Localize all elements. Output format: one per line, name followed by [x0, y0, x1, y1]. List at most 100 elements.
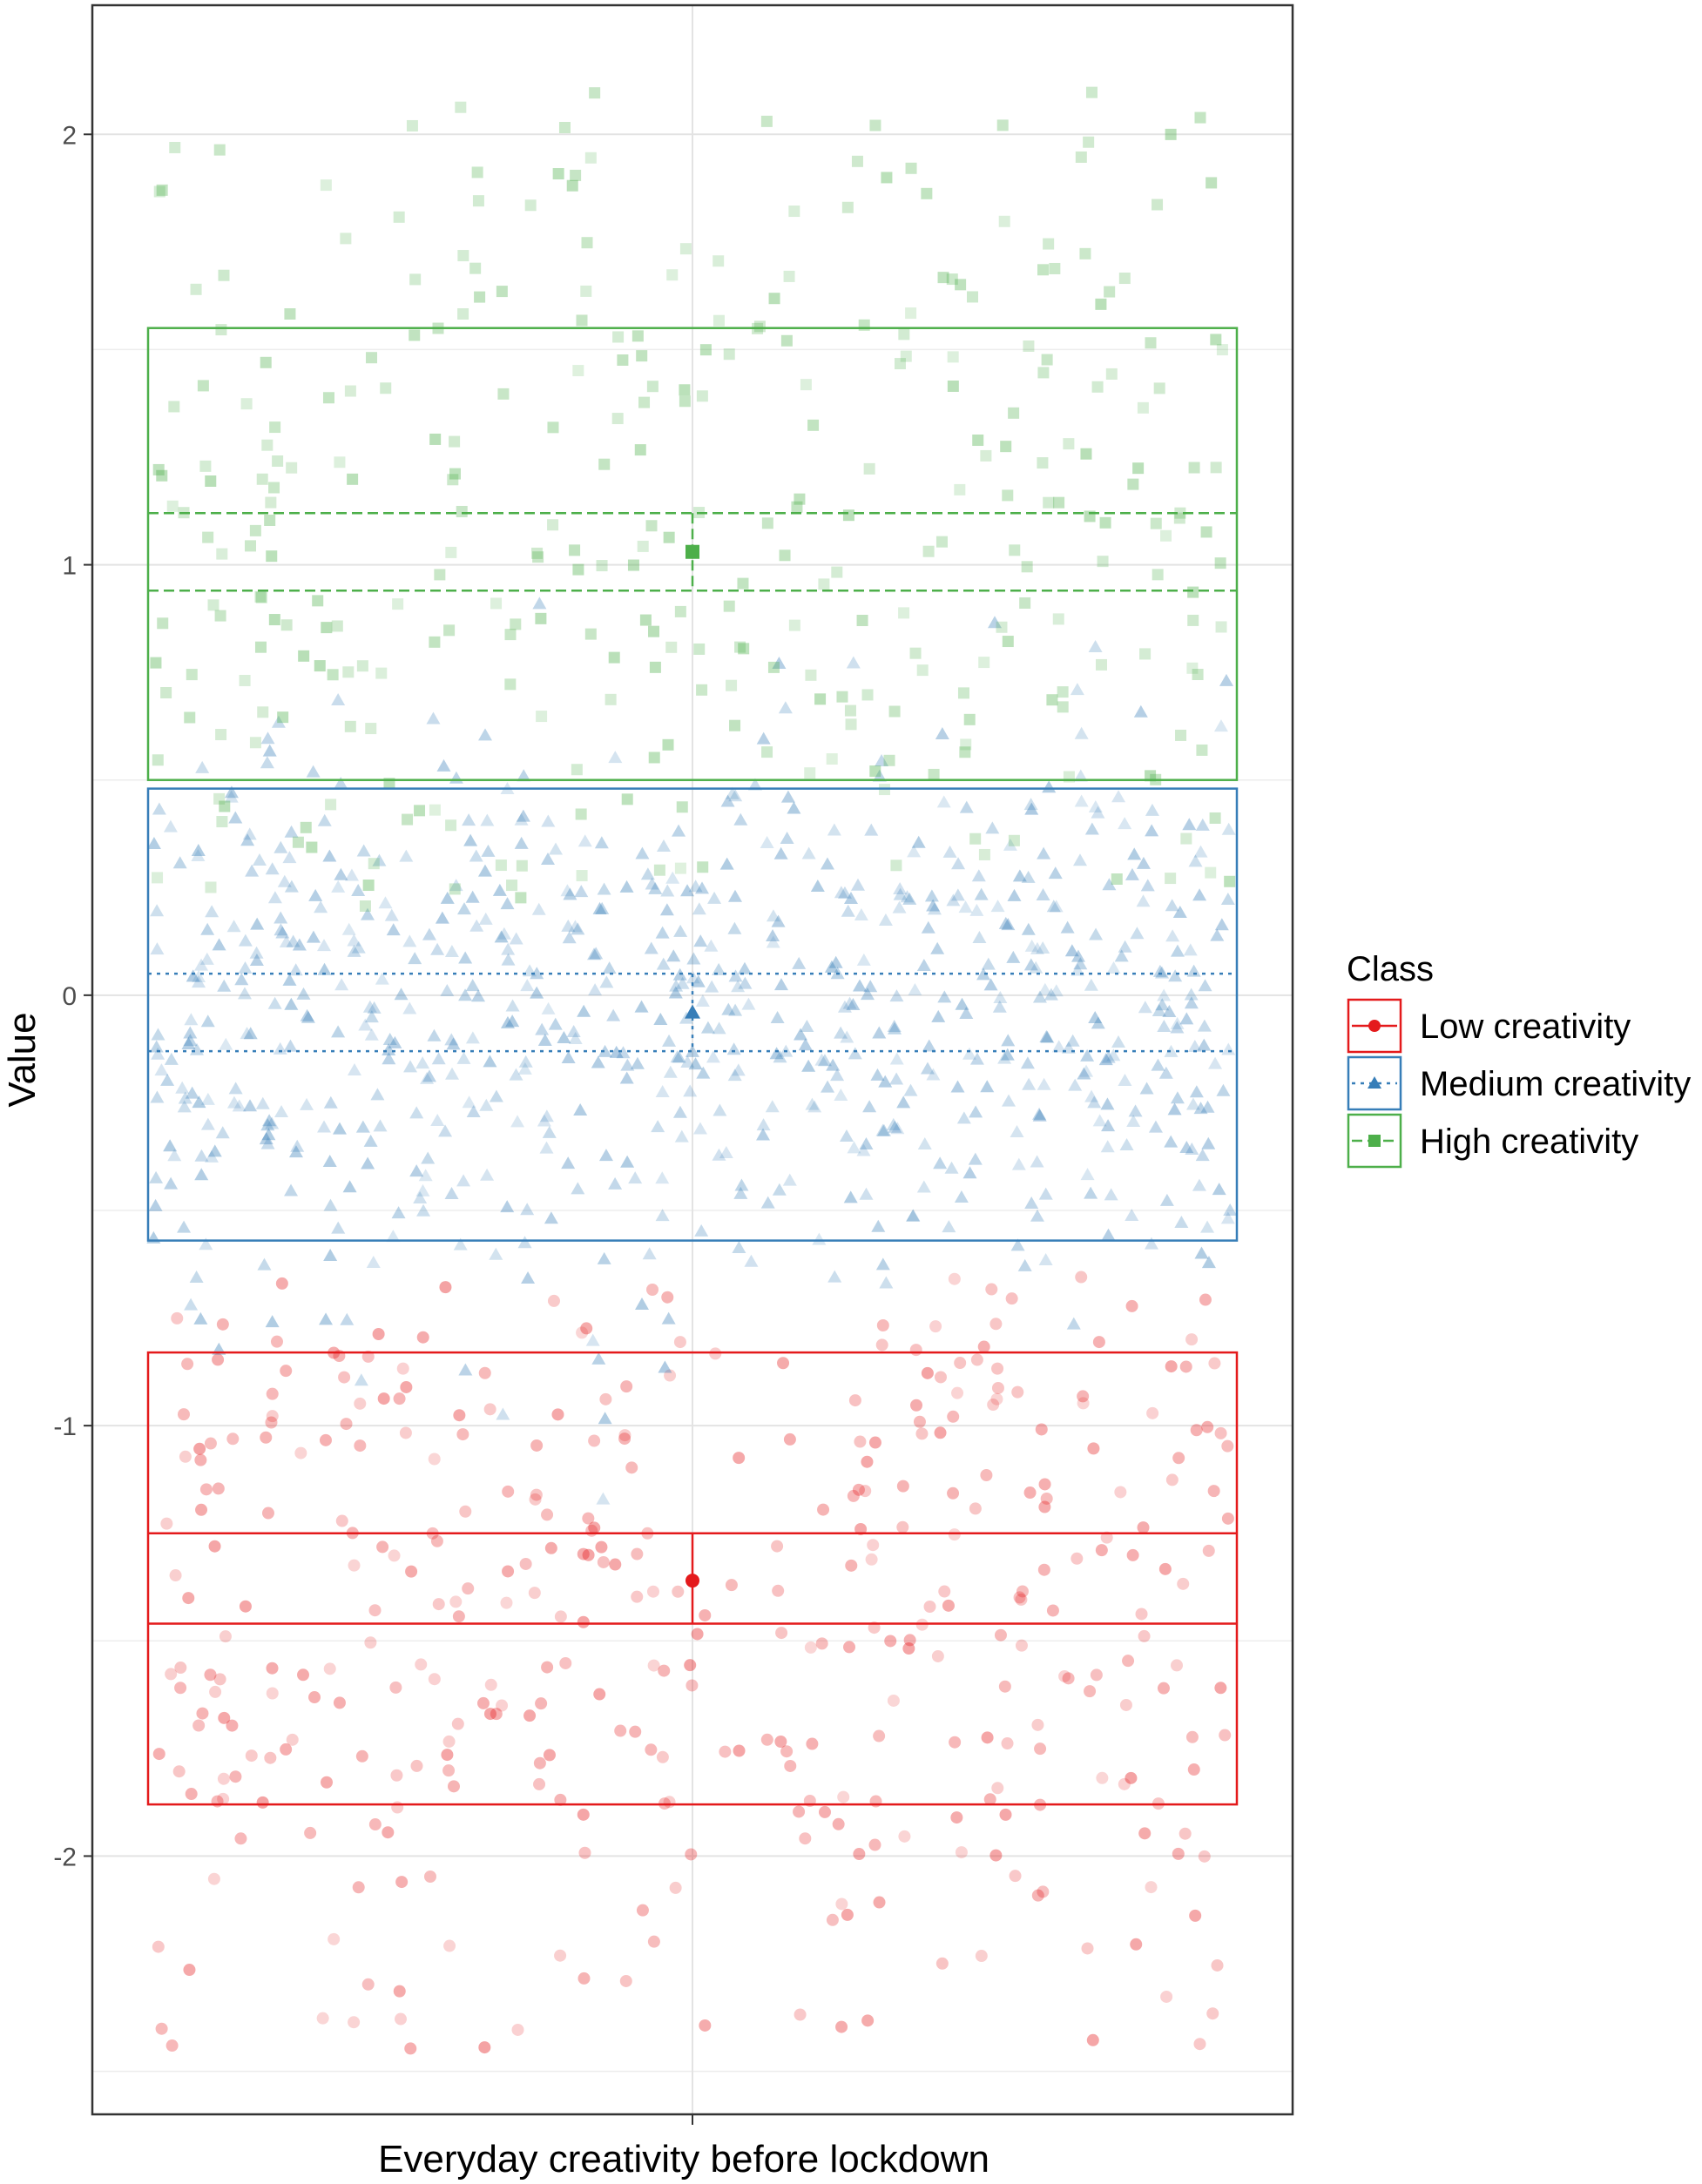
high-creativity-point [1200, 526, 1212, 538]
high-creativity-point [1132, 462, 1145, 475]
medium-creativity-point [540, 853, 555, 866]
high-creativity-point [963, 713, 976, 725]
medium-creativity-point [1214, 918, 1229, 931]
medium-creativity-point [1216, 1083, 1231, 1096]
medium-creativity-point [766, 909, 780, 922]
medium-creativity-point [444, 1187, 459, 1200]
medium-creativity-point [322, 1155, 337, 1168]
low-creativity-point [559, 1656, 572, 1669]
medium-creativity-point [274, 923, 288, 936]
medium-creativity-point [255, 1096, 270, 1109]
medium-creativity-point [367, 1001, 382, 1014]
low-creativity-point [1198, 1850, 1211, 1863]
medium-creativity-point [597, 1251, 611, 1264]
medium-creativity-point [183, 1034, 198, 1047]
medium-creativity-point [340, 1312, 355, 1325]
medium-creativity-point [1101, 1050, 1116, 1063]
low-creativity-point [947, 1410, 960, 1423]
low-creativity-point [619, 1974, 632, 1987]
medium-creativity-point [284, 825, 299, 838]
high-creativity-point [1187, 586, 1199, 598]
high-creativity-point [393, 211, 405, 223]
medium-creativity-point [422, 927, 436, 940]
low-creativity-point [686, 1679, 699, 1692]
low-creativity-point [348, 2016, 361, 2029]
medium-creativity-point [992, 1000, 1007, 1013]
high-creativity-point [604, 693, 617, 705]
high-creativity-point [199, 460, 212, 472]
high-creativity-point [576, 870, 588, 882]
medium-creativity-point [670, 1050, 685, 1063]
high-creativity-point [166, 500, 179, 512]
medium-creativity-point [1208, 1056, 1223, 1069]
high-creativity-point [1209, 812, 1221, 824]
medium-creativity-point [500, 1015, 515, 1028]
low-creativity-point [645, 1743, 658, 1756]
medium-creativity-point [1002, 1094, 1016, 1107]
low-creativity-point [399, 1426, 412, 1439]
medium-creativity-point [351, 883, 366, 896]
medium-creativity-point [591, 1055, 605, 1068]
high-creativity-point [665, 641, 678, 653]
medium-creativity-point [1070, 683, 1084, 696]
medium-creativity-point [154, 1063, 169, 1076]
medium-creativity-point [445, 1067, 460, 1080]
medium-creativity-point [438, 1124, 453, 1137]
medium-creativity-point [659, 903, 674, 916]
high-creativity-point [804, 767, 816, 779]
low-creativity-point [970, 1353, 983, 1366]
low-creativity-point [1172, 1452, 1185, 1465]
medium-creativity-point [323, 1198, 338, 1211]
medium-creativity-point [976, 967, 991, 981]
high-creativity-point [320, 179, 332, 192]
high-creativity-point [898, 328, 910, 340]
medium-creativity-point [453, 1237, 468, 1250]
medium-creativity-point [257, 1257, 272, 1271]
medium-creativity-point [282, 851, 297, 864]
medium-creativity-point [669, 979, 684, 992]
high-creativity-point [621, 793, 633, 806]
medium-creativity-point [364, 1010, 379, 1023]
low-creativity-point [595, 1540, 608, 1554]
medium-creativity-point [907, 845, 922, 858]
low-creativity-point [535, 1697, 548, 1710]
low-creativity-point [1130, 1938, 1143, 1951]
high-creativity-point [160, 687, 172, 699]
medium-creativity-point [660, 884, 675, 897]
medium-creativity-point [1066, 1317, 1081, 1330]
low-creativity-point [868, 1436, 881, 1449]
medium-creativity-point [375, 972, 389, 985]
medium-creativity-point [916, 958, 931, 971]
medium-creativity-point [842, 996, 857, 1009]
medium-creativity-point [189, 1270, 204, 1283]
medium-creativity-point [152, 802, 166, 815]
high-creativity-point [536, 711, 548, 723]
low-creativity-point [275, 1277, 288, 1290]
medium-creativity-point [890, 1122, 905, 1135]
medium-creativity-point [240, 1027, 254, 1040]
medium-creativity-point [456, 902, 471, 915]
high-creativity-point [1139, 648, 1152, 660]
high-creativity-point [214, 610, 226, 622]
high-creativity-point [807, 419, 820, 431]
low-creativity-point [449, 1595, 463, 1608]
medium-creativity-point [249, 953, 264, 966]
medium-creativity-point [1111, 790, 1126, 803]
class-bands [146, 327, 1239, 1806]
medium-creativity-point [514, 836, 529, 849]
medium-creativity-point [862, 1100, 877, 1113]
high-creativity-point [1075, 151, 1087, 163]
medium-creativity-point [200, 1092, 215, 1105]
medium-creativity-point [1088, 640, 1103, 653]
medium-creativity-point [435, 911, 449, 924]
high-creativity-point [679, 395, 691, 408]
medium-creativity-point [672, 1105, 687, 1118]
low-creativity-point [1031, 1889, 1044, 1902]
high-creativity-point [978, 848, 990, 860]
medium-creativity-point [830, 1068, 845, 1082]
medium-creativity-point [1036, 887, 1050, 900]
medium-creativity-point [1210, 928, 1225, 941]
high-creativity-point [266, 550, 278, 563]
medium-creativity-point [1068, 1078, 1083, 1091]
medium-creativity-point [1164, 1135, 1179, 1148]
